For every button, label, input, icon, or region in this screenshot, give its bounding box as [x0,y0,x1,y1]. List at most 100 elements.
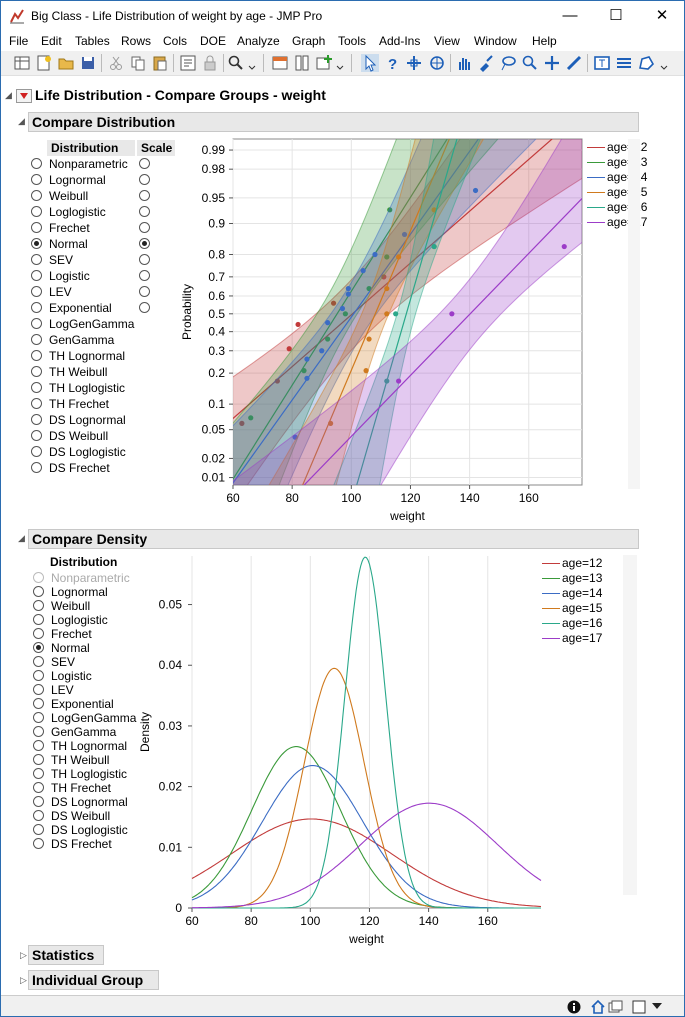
radio-button[interactable] [31,318,42,329]
radio-button[interactable] [31,414,42,425]
window-state-icon[interactable] [632,1000,646,1016]
crosshair-icon[interactable] [428,54,446,72]
individual-group-header[interactable]: Individual Group [28,970,159,990]
compare-density-header[interactable]: Compare Density [28,529,639,549]
menu-view[interactable]: View [434,34,460,48]
radio-button[interactable] [33,838,44,849]
menu-cols[interactable]: Cols [163,34,188,48]
zoom-tool-icon[interactable] [521,54,539,72]
collapse-triangle-icon[interactable]: ◢ [18,533,25,543]
new-script-icon[interactable] [35,54,53,72]
radio-button[interactable] [31,446,42,457]
tabulate-icon[interactable] [271,54,289,72]
radio-button[interactable] [33,586,44,597]
chevron-down-icon[interactable] [659,54,669,72]
red-triangle-menu-icon[interactable] [16,89,32,103]
expand-triangle-icon[interactable]: ▷ [20,950,27,960]
radio-button[interactable] [31,334,42,345]
arrow-tool-icon[interactable] [361,54,379,72]
menu-analyze[interactable]: Analyze [237,34,280,48]
menu-doe[interactable]: DOE [200,34,227,48]
chevron-down-icon[interactable] [335,54,345,72]
report-title[interactable]: Life Distribution - Compare Groups - wei… [32,86,639,106]
radio-button[interactable] [33,656,44,667]
scrollbar[interactable] [623,555,637,895]
radio-button[interactable] [33,754,44,765]
radio-button[interactable] [31,206,42,217]
cut-icon[interactable] [107,54,125,72]
radio-button[interactable] [33,796,44,807]
lines-icon[interactable] [615,54,633,72]
radio-button[interactable] [31,254,42,265]
window-list-icon[interactable] [607,999,623,1016]
radio-button[interactable] [139,206,150,217]
radio-button[interactable] [31,190,42,201]
info-icon[interactable] [567,1000,581,1016]
radio-button[interactable] [33,684,44,695]
radio-button[interactable] [33,768,44,779]
radio-button[interactable] [33,670,44,681]
new-data-table-icon[interactable] [13,54,31,72]
brush-tool-icon[interactable] [477,54,495,72]
menu-edit[interactable]: Edit [41,34,62,48]
radio-button[interactable] [31,398,42,409]
menu-rows[interactable]: Rows [121,34,152,48]
radio-button[interactable] [33,726,44,737]
radio-button[interactable] [31,382,42,393]
lock-icon[interactable] [201,54,219,72]
hand-tool-icon[interactable] [455,54,473,72]
radio-button[interactable] [31,158,42,169]
radio-button[interactable] [31,350,42,361]
expand-triangle-icon[interactable]: ▷ [20,975,27,985]
menu-file[interactable]: File [9,34,29,48]
radio-button[interactable] [33,824,44,835]
radio-button[interactable] [31,270,42,281]
copy-icon[interactable] [129,54,147,72]
radio-button[interactable] [31,462,42,473]
menu-tables[interactable]: Tables [75,34,110,48]
collapse-triangle-icon[interactable]: ◢ [18,116,25,126]
menu-window[interactable]: Window [474,34,517,48]
close-button[interactable]: ✕ [655,7,669,24]
menu-tools[interactable]: Tools [338,34,367,48]
radio-button[interactable] [139,254,150,265]
radio-button[interactable] [139,174,150,185]
home-icon[interactable] [590,999,606,1016]
open-folder-icon[interactable] [57,54,75,72]
paste-icon[interactable] [151,54,169,72]
radio-button[interactable] [33,628,44,639]
script-window-icon[interactable] [179,54,197,72]
minimize-button[interactable]: — [562,7,578,24]
menu-add-ins[interactable]: Add-Ins [379,34,421,48]
radio-button[interactable] [33,614,44,625]
polygon-icon[interactable] [637,54,655,72]
maximize-button[interactable]: ☐ [609,7,623,24]
scrollbar[interactable] [628,139,640,489]
selection-tool-icon[interactable] [405,54,423,72]
radio-button[interactable] [139,286,150,297]
radio-button[interactable] [31,174,42,185]
compare-distribution-header[interactable]: Compare Distribution [28,112,639,132]
radio-button[interactable] [33,642,44,653]
radio-button[interactable] [31,286,42,297]
collapse-triangle-icon[interactable]: ◢ [5,90,12,100]
probability-plot[interactable]: 60 80 100 120 140 160 0.01 0.02 0.05 0.1 0.2 0.3 0.4… [177,135,587,530]
radio-button[interactable] [139,158,150,169]
menu-graph[interactable]: Graph [292,34,326,48]
radio-button[interactable] [33,698,44,709]
radio-button[interactable] [31,302,42,313]
radio-button[interactable] [33,600,44,611]
radio-button[interactable] [139,222,150,233]
radio-button[interactable] [33,810,44,821]
radio-button[interactable] [139,238,150,249]
plus-tool-icon[interactable] [543,54,561,72]
lasso-tool-icon[interactable] [499,54,517,72]
add-rows-icon[interactable] [315,54,333,72]
column-icon[interactable] [293,54,311,72]
radio-button[interactable] [33,782,44,793]
radio-button[interactable] [139,302,150,313]
help-tool-icon[interactable]: ? [384,54,402,73]
search-icon[interactable] [227,54,245,72]
radio-button[interactable] [31,430,42,441]
line-tool-icon[interactable] [565,54,583,72]
